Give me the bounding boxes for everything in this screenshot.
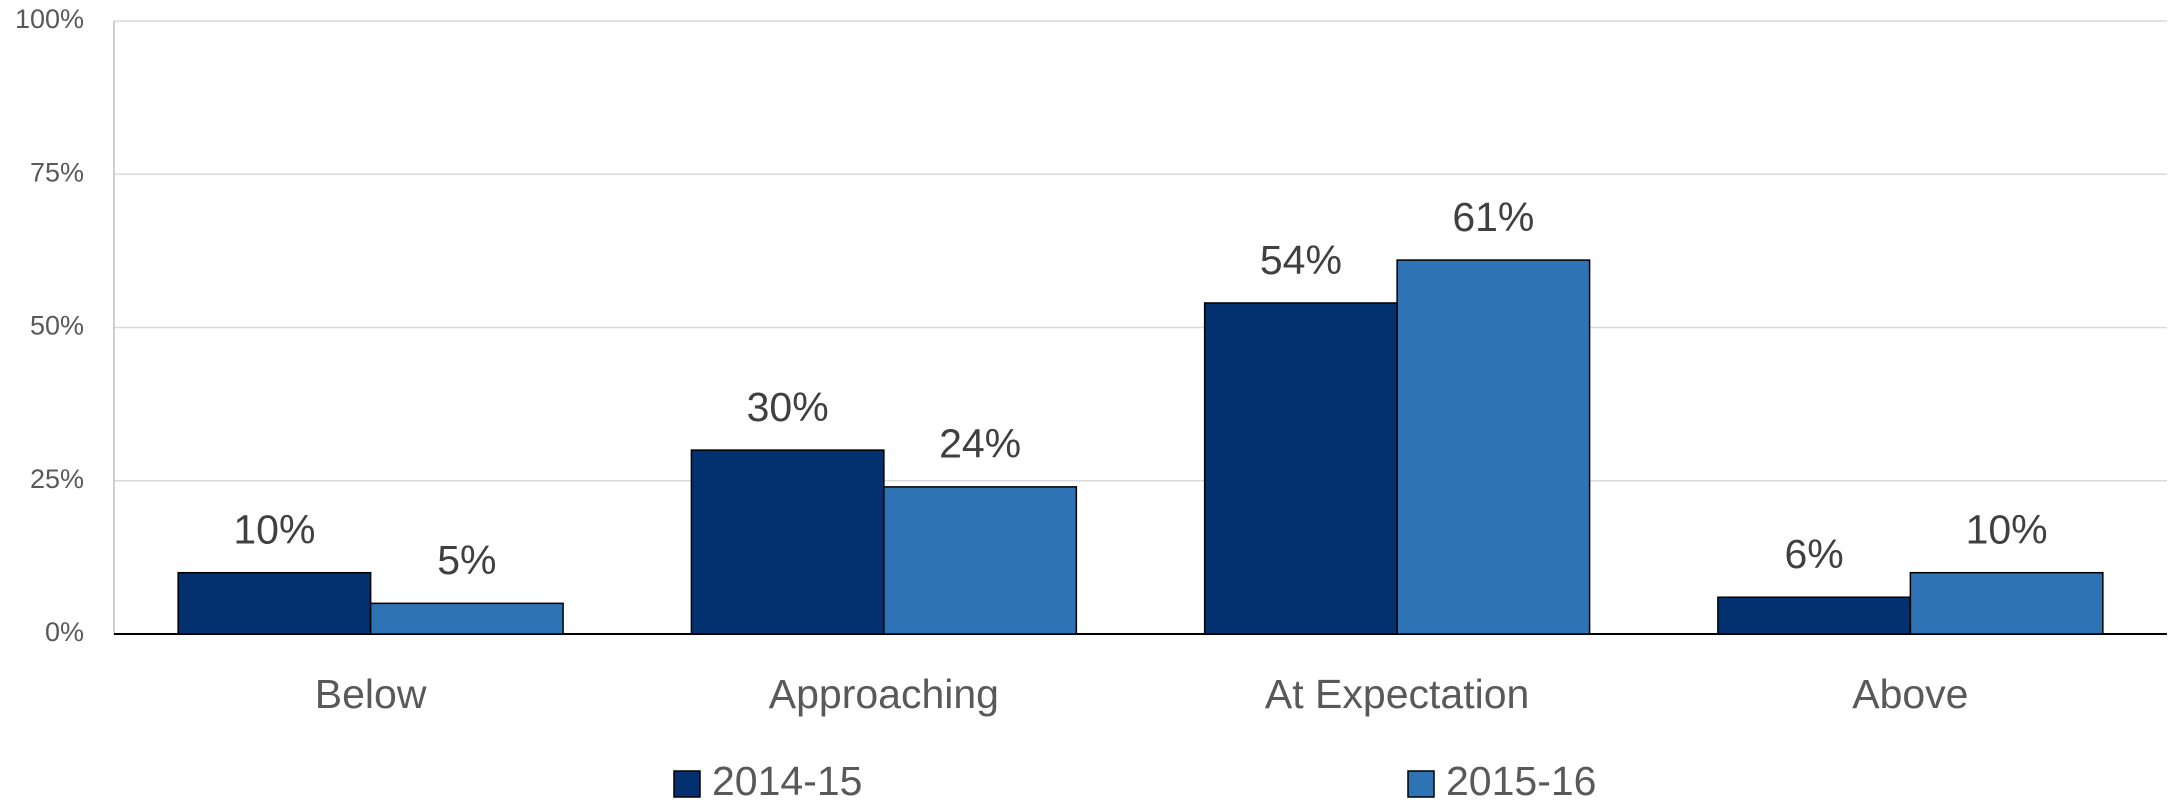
data-label: 54% <box>1260 237 1342 283</box>
data-label: 10% <box>1966 507 2048 553</box>
y-tick-label: 50% <box>30 311 84 341</box>
x-tick-label: Above <box>1852 671 1968 717</box>
x-tick-label: At Expectation <box>1265 671 1529 717</box>
legend-label: 2015-16 <box>1446 758 1596 802</box>
data-label: 24% <box>939 421 1021 467</box>
data-label: 10% <box>233 507 315 553</box>
legend-swatch <box>673 770 701 798</box>
bar <box>883 486 1078 635</box>
data-label: 61% <box>1452 194 1534 240</box>
bar <box>369 602 564 635</box>
data-label: 6% <box>1785 531 1844 577</box>
bar <box>1396 259 1591 635</box>
y-tick-label: 25% <box>30 464 84 494</box>
y-tick-label: 100% <box>15 4 84 34</box>
data-label: 5% <box>437 537 496 583</box>
bar <box>177 571 372 635</box>
legend-label: 2014-15 <box>712 758 862 802</box>
bar <box>1909 571 2104 635</box>
bar <box>1717 596 1912 635</box>
x-tick-label: Approaching <box>769 671 999 717</box>
bar <box>690 449 885 635</box>
data-label: 30% <box>747 384 829 430</box>
y-tick-label: 75% <box>30 157 84 187</box>
y-tick-label: 0% <box>45 617 84 647</box>
legend-swatch <box>1407 770 1435 798</box>
x-tick-label: Below <box>315 671 427 717</box>
bar <box>1203 302 1398 635</box>
